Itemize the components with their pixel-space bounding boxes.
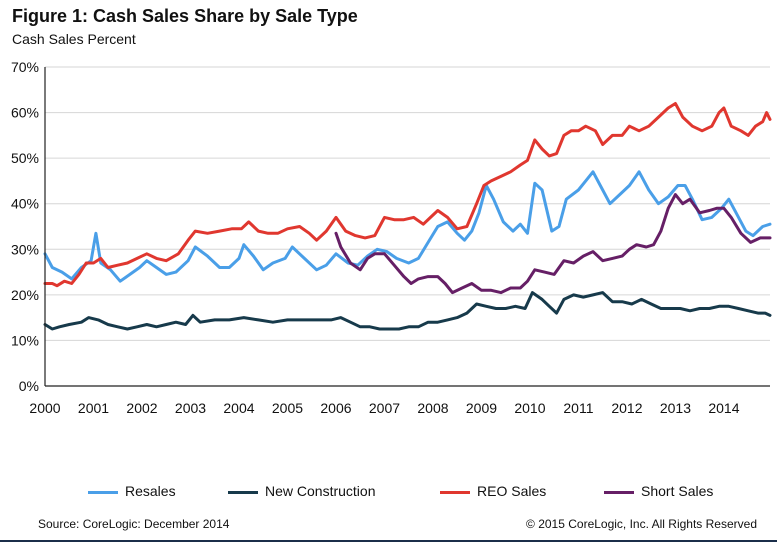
x-tick-label: 2014 bbox=[708, 400, 739, 416]
series-line-new-construction bbox=[43, 291, 772, 331]
x-tick-label: 2008 bbox=[417, 400, 448, 416]
x-tick-label: 2002 bbox=[126, 400, 157, 416]
legend-swatch-resales bbox=[88, 491, 118, 494]
y-tick-label: 0% bbox=[19, 378, 39, 394]
x-tick-label: 2011 bbox=[563, 400, 593, 416]
legend-label-new-construction: New Construction bbox=[265, 483, 376, 499]
source-note: Source: CoreLogic: December 2014 bbox=[38, 517, 230, 531]
series-line-short-sales bbox=[334, 193, 772, 295]
legend-label-short-sales: Short Sales bbox=[641, 483, 714, 499]
chart-legend: Resales New Construction REO Sales Short… bbox=[0, 482, 777, 502]
x-tick-label: 2006 bbox=[320, 400, 351, 416]
x-tick-label: 2000 bbox=[29, 400, 60, 416]
bottom-divider bbox=[0, 540, 777, 542]
chart-subtitle: Cash Sales Percent bbox=[12, 31, 136, 47]
x-tick-label: 2003 bbox=[175, 400, 206, 416]
y-tick-label: 50% bbox=[11, 150, 39, 166]
x-tick-label: 2001 bbox=[78, 400, 109, 416]
x-tick-label: 2010 bbox=[514, 400, 545, 416]
series-line-reo-sales bbox=[43, 102, 772, 288]
x-tick-label: 2007 bbox=[369, 400, 400, 416]
y-tick-label: 30% bbox=[11, 241, 39, 257]
copyright-note: © 2015 CoreLogic, Inc. All Rights Reserv… bbox=[526, 517, 757, 531]
y-tick-label: 20% bbox=[11, 287, 39, 303]
legend-swatch-short-sales bbox=[604, 491, 634, 494]
y-tick-label: 10% bbox=[11, 332, 39, 348]
series-line-resales bbox=[43, 170, 772, 283]
x-tick-label: 2012 bbox=[611, 400, 642, 416]
legend-swatch-reo-sales bbox=[440, 491, 470, 494]
legend-label-resales: Resales bbox=[125, 483, 176, 499]
x-tick-label: 2009 bbox=[466, 400, 497, 416]
legend-label-reo-sales: REO Sales bbox=[477, 483, 547, 499]
line-chart: 0% 10% 20% 30% 40% 50% 60% 70% 2000 2001 2002 2003… bbox=[11, 59, 772, 416]
y-tick-label: 70% bbox=[11, 59, 39, 75]
x-tick-label: 2004 bbox=[223, 400, 254, 416]
y-tick-label: 60% bbox=[11, 105, 39, 121]
x-tick-label: 2013 bbox=[660, 400, 691, 416]
chart-title: Figure 1: Cash Sales Share by Sale Type bbox=[12, 6, 358, 26]
y-tick-label: 40% bbox=[11, 196, 39, 212]
x-tick-label: 2005 bbox=[272, 400, 303, 416]
legend-swatch-new-construction bbox=[228, 491, 258, 494]
